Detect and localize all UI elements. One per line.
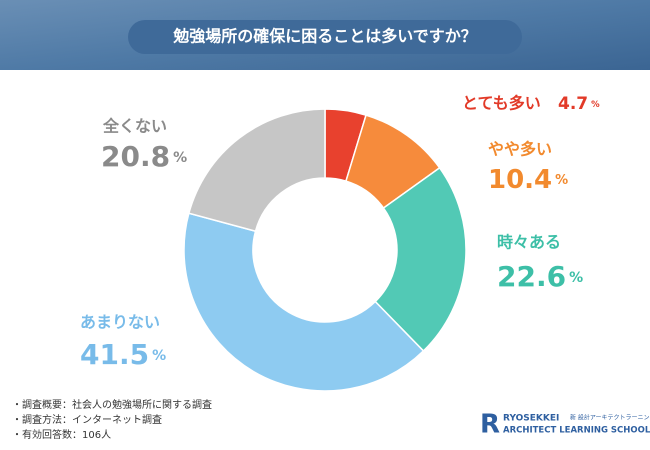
value-label: 20.8% (101, 140, 187, 173)
note: ・調査概要：社会人の勉強場所に関する調査 (12, 398, 212, 411)
value-label: 10.4% (488, 165, 568, 195)
value-unit: % (569, 270, 583, 286)
value-number: 22.6 (497, 260, 566, 293)
note: ・有効回答数：106人 (12, 428, 111, 441)
logo-name: RYOSEKKEI (503, 414, 559, 424)
donut-segment (374, 166, 467, 353)
donut-segment (183, 212, 425, 392)
value-unit: % (555, 173, 568, 188)
value-unit: % (173, 150, 187, 166)
category-label: あまりない (80, 313, 160, 332)
category-label: やや多い (488, 140, 552, 159)
value-number: 41.5 (80, 338, 149, 371)
logo-mark: R (480, 410, 500, 440)
category-label: とても多い (462, 94, 541, 113)
value-number: 10.4 (488, 165, 552, 195)
value-number: 20.8 (101, 140, 170, 173)
category-label: 全くない (102, 117, 167, 136)
value-label: 22.6% (497, 260, 583, 293)
value-label: 4.7% (558, 94, 600, 114)
value-label: 41.5% (80, 338, 166, 371)
logo: R RYOSEKKEI 新 設計アーキテクトラーニング ARCHITECT LE… (480, 410, 650, 440)
category-label: 時々ある (497, 233, 561, 252)
logo-school: ARCHITECT LEARNING SCHOOL (503, 426, 650, 436)
chart-title: 勉強場所の確保に困ることは多いですか？ (172, 27, 477, 46)
logo-tagline: 新 設計アーキテクトラーニング (570, 414, 650, 422)
note: ・調査方法：インターネット調査 (12, 413, 162, 426)
value-unit: % (152, 348, 166, 364)
title-pill (128, 20, 522, 54)
donut-segment (187, 108, 326, 233)
value-unit: % (591, 100, 600, 110)
value-number: 4.7 (558, 94, 588, 114)
